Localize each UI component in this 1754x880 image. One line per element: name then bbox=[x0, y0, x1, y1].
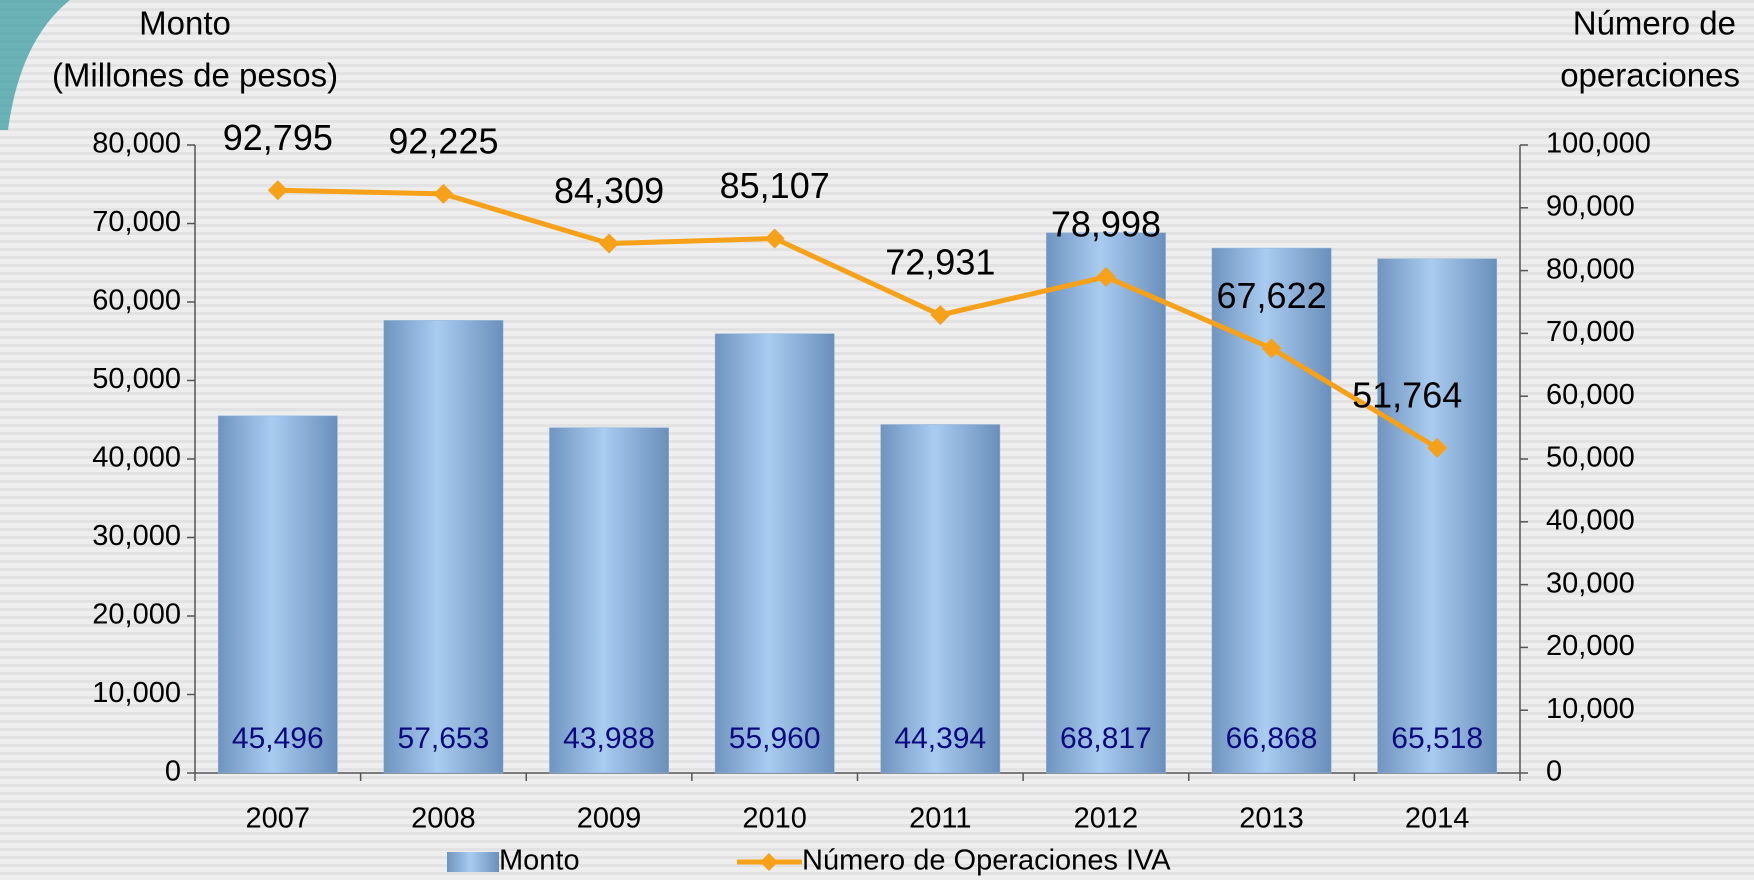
line-marker bbox=[930, 304, 951, 325]
x-tick-label: 2014 bbox=[1405, 803, 1470, 835]
line-marker bbox=[764, 228, 785, 249]
bar-label: 43,988 bbox=[563, 722, 655, 755]
x-tick-label: 2008 bbox=[411, 803, 476, 835]
y-tick-label: 50,000 bbox=[92, 363, 181, 395]
x-tick-label: 2007 bbox=[246, 803, 311, 835]
bar bbox=[1211, 247, 1332, 774]
y-tick-label: 40,000 bbox=[92, 442, 181, 474]
line-label: 85,107 bbox=[720, 165, 830, 206]
y2-tick-label: 30,000 bbox=[1546, 567, 1635, 599]
y-tick-label: 60,000 bbox=[92, 285, 181, 317]
y2-tick-label: 20,000 bbox=[1546, 630, 1635, 662]
legend-swatch bbox=[760, 853, 778, 871]
line-marker bbox=[599, 233, 620, 254]
y2-tick-label: 60,000 bbox=[1546, 379, 1635, 411]
line bbox=[277, 187, 1439, 451]
y-tick-label: 70,000 bbox=[92, 206, 181, 238]
y-axis-title: Monto bbox=[139, 5, 231, 42]
line-label: 84,309 bbox=[554, 170, 664, 211]
line-marker bbox=[433, 183, 454, 204]
y2-tick-label: 90,000 bbox=[1546, 190, 1635, 222]
y2-tick-label: 50,000 bbox=[1546, 442, 1635, 474]
bar-label: 65,518 bbox=[1391, 722, 1483, 755]
x-tick-label: 2013 bbox=[1239, 803, 1304, 835]
x-tick-label: 2010 bbox=[742, 803, 807, 835]
y2-axis-title: Número de bbox=[1573, 5, 1736, 42]
y-tick-label: 30,000 bbox=[92, 520, 181, 552]
y2-axis-title: operaciones bbox=[1560, 57, 1740, 94]
corner-decoration bbox=[0, 0, 70, 130]
bar bbox=[1046, 232, 1166, 774]
y2-tick-label: 70,000 bbox=[1546, 316, 1635, 348]
x-tick-label: 2012 bbox=[1074, 803, 1139, 835]
bar-label: 55,960 bbox=[729, 722, 821, 755]
bar bbox=[880, 424, 1001, 774]
y-tick-label: 0 bbox=[165, 756, 181, 788]
bar-label: 45,496 bbox=[232, 722, 324, 755]
y-tick-label: 80,000 bbox=[92, 128, 181, 160]
bar-label: 57,653 bbox=[398, 722, 490, 755]
x-tick-label: 2011 bbox=[909, 803, 971, 835]
bar bbox=[217, 415, 338, 774]
y2-tick-label: 40,000 bbox=[1546, 504, 1635, 536]
x-tick-label: 2009 bbox=[577, 803, 642, 835]
bar bbox=[1377, 258, 1498, 774]
y-tick-label: 10,000 bbox=[92, 677, 181, 709]
legend-swatch bbox=[447, 852, 499, 872]
legend-label: Número de Operaciones IVA bbox=[802, 845, 1171, 877]
line-marker bbox=[1261, 338, 1282, 359]
line-label: 72,931 bbox=[885, 242, 995, 283]
y-axis-title: (Millones de pesos) bbox=[52, 57, 338, 94]
line-label: 51,764 bbox=[1352, 374, 1462, 415]
y2-tick-label: 0 bbox=[1546, 756, 1562, 788]
y2-tick-label: 80,000 bbox=[1546, 253, 1635, 285]
bar bbox=[383, 320, 504, 774]
bar-label: 68,817 bbox=[1060, 722, 1152, 755]
bar-label: 66,868 bbox=[1226, 722, 1318, 755]
bar bbox=[714, 333, 835, 774]
y2-tick-label: 10,000 bbox=[1546, 693, 1635, 725]
line-marker bbox=[1427, 437, 1448, 458]
y2-tick-label: 100,000 bbox=[1546, 128, 1651, 160]
line-label: 67,622 bbox=[1217, 275, 1327, 316]
legend-label: Monto bbox=[499, 845, 580, 877]
line-label: 78,998 bbox=[1051, 203, 1161, 244]
line-label: 92,795 bbox=[223, 117, 333, 158]
bar-label: 44,394 bbox=[894, 722, 986, 755]
line-marker bbox=[1095, 266, 1116, 287]
bar bbox=[549, 427, 669, 774]
y-tick-label: 20,000 bbox=[92, 599, 181, 631]
line-label: 92,225 bbox=[388, 120, 498, 161]
line-marker bbox=[267, 180, 288, 201]
